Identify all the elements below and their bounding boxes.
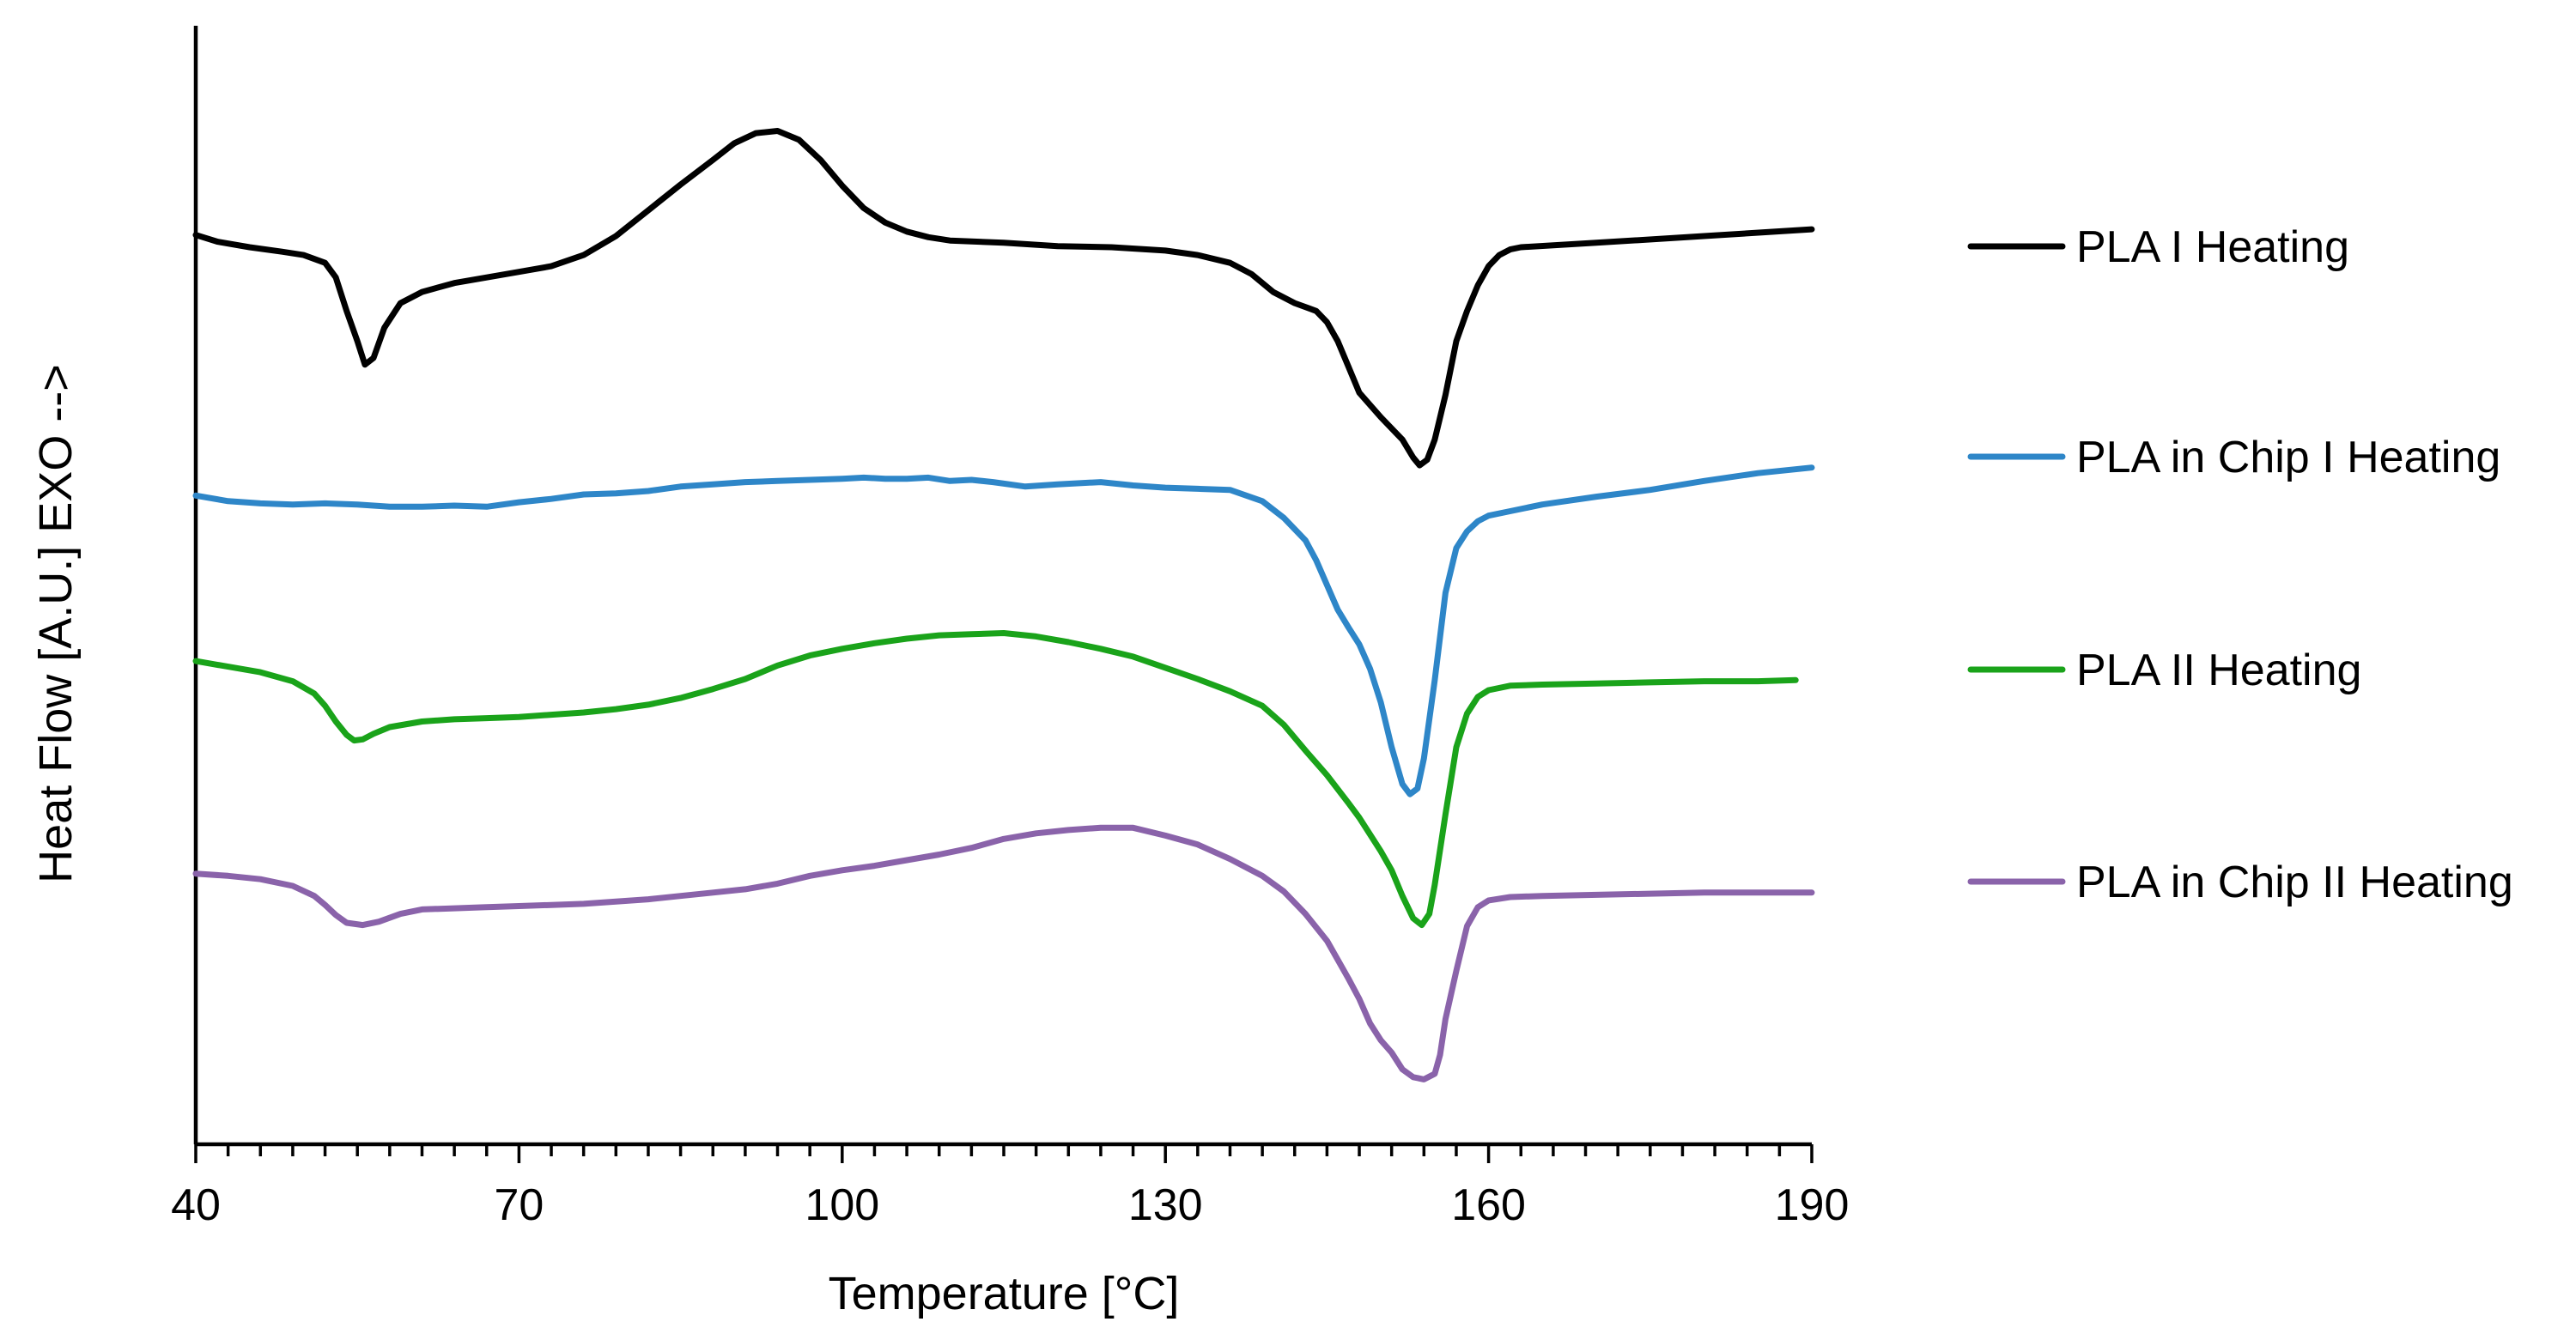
legend: PLA I Heating PLA in Chip I Heating PLA II… <box>1967 222 2513 907</box>
x-axis-ticks <box>194 1144 1814 1163</box>
legend-label: PLA in Chip I Heating <box>2076 433 2500 482</box>
legend-item: PLA in Chip I Heating <box>1967 433 2500 482</box>
legend-item: PLA I Heating <box>1967 222 2349 272</box>
series-line-4 <box>192 824 1815 1082</box>
y-axis-title: Heat Flow [A.U.] EXO --> <box>30 364 82 883</box>
x-tick-label: 190 <box>1775 1180 1850 1230</box>
x-tick-label: 160 <box>1451 1180 1526 1230</box>
series-line-1 <box>192 128 1815 469</box>
x-tick-label: 130 <box>1128 1180 1203 1230</box>
legend-label: PLA II Heating <box>2076 646 2361 695</box>
x-tick-label: 70 <box>494 1180 544 1230</box>
series-line-3 <box>192 630 1799 929</box>
x-axis-title: Temperature [°C] <box>829 1268 1180 1319</box>
axes: 40 70 100 130 160 190 <box>171 26 1849 1230</box>
x-axis-tick-labels: 40 70 100 130 160 190 <box>171 1180 1849 1230</box>
x-tick-label: 100 <box>805 1180 879 1230</box>
x-tick-label: 40 <box>171 1180 221 1230</box>
legend-item: PLA II Heating <box>1967 646 2361 695</box>
series-lines <box>192 128 1815 1082</box>
legend-label: PLA in Chip II Heating <box>2076 858 2513 907</box>
legend-label: PLA I Heating <box>2076 222 2349 272</box>
series-line-2 <box>192 464 1815 797</box>
legend-item: PLA in Chip II Heating <box>1967 858 2513 907</box>
